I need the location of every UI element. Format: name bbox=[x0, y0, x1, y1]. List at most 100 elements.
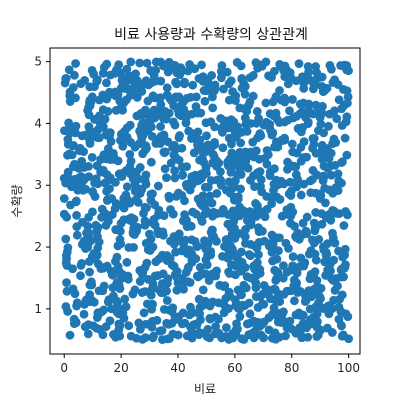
scatter-point bbox=[197, 60, 206, 70]
scatter-point bbox=[85, 290, 95, 299]
scatter-point bbox=[79, 309, 89, 319]
scatter-point bbox=[122, 64, 132, 74]
scatter-point bbox=[304, 99, 314, 109]
scatter-point bbox=[296, 190, 306, 200]
scatter-point bbox=[325, 259, 335, 269]
scatter-point bbox=[216, 181, 226, 190]
scatter-point bbox=[164, 108, 174, 118]
scatter-point bbox=[184, 245, 194, 255]
scatter-point bbox=[273, 142, 283, 152]
scatter-point bbox=[240, 82, 250, 91]
scatter-point bbox=[170, 166, 179, 176]
x-axis-ticks: 0 20 40 60 80 100 bbox=[60, 354, 360, 375]
scatter-point bbox=[341, 117, 351, 127]
y-tick-label: 2 bbox=[34, 240, 42, 254]
scatter-point bbox=[61, 251, 71, 260]
scatter-point bbox=[248, 137, 258, 147]
scatter-point bbox=[267, 73, 276, 82]
scatter-point bbox=[100, 209, 110, 219]
scatter-point bbox=[66, 127, 75, 137]
scatter-point bbox=[313, 317, 322, 326]
scatter-point bbox=[216, 73, 226, 83]
scatter-point bbox=[142, 299, 152, 309]
scatter-points bbox=[59, 57, 353, 345]
scatter-point bbox=[70, 289, 80, 299]
scatter-point bbox=[72, 301, 81, 311]
scatter-point bbox=[281, 238, 291, 248]
scatter-point bbox=[155, 93, 165, 103]
scatter-point bbox=[148, 189, 157, 199]
scatter-point bbox=[162, 318, 172, 328]
scatter-point bbox=[267, 199, 277, 209]
scatter-point bbox=[180, 235, 190, 245]
scatter-point bbox=[105, 87, 114, 97]
scatter-point bbox=[218, 143, 228, 153]
scatter-point bbox=[105, 173, 115, 183]
scatter-point bbox=[265, 171, 275, 181]
scatter-point bbox=[139, 308, 149, 318]
scatter-point bbox=[235, 312, 245, 321]
scatter-point bbox=[95, 111, 104, 121]
scatter-point bbox=[227, 211, 237, 221]
scatter-point bbox=[134, 139, 144, 149]
scatter-point bbox=[283, 79, 293, 89]
scatter-point bbox=[329, 134, 339, 144]
scatter-point bbox=[149, 219, 159, 229]
scatter-point bbox=[303, 332, 313, 342]
scatter-point bbox=[293, 175, 303, 184]
scatter-point bbox=[88, 207, 97, 217]
scatter-point bbox=[79, 147, 88, 157]
scatter-point bbox=[251, 199, 260, 208]
scatter-point bbox=[205, 191, 215, 201]
scatter-point bbox=[126, 213, 136, 223]
scatter-point bbox=[221, 323, 231, 333]
scatter-point bbox=[320, 86, 329, 95]
scatter-point bbox=[258, 319, 268, 329]
scatter-point bbox=[72, 230, 82, 240]
scatter-point bbox=[261, 98, 271, 108]
scatter-point bbox=[326, 215, 336, 225]
scatter-point bbox=[92, 75, 102, 85]
scatter-point bbox=[260, 153, 270, 163]
scatter-point bbox=[114, 60, 124, 70]
scatter-point bbox=[169, 150, 179, 160]
scatter-point bbox=[207, 198, 217, 208]
scatter-point bbox=[243, 216, 253, 226]
scatter-point bbox=[211, 156, 221, 165]
x-tick-label: 60 bbox=[227, 361, 242, 375]
scatter-point bbox=[76, 271, 85, 281]
scatter-point bbox=[84, 122, 94, 131]
scatter-point bbox=[128, 229, 138, 239]
scatter-point bbox=[273, 268, 283, 277]
scatter-point bbox=[337, 178, 346, 188]
scatter-point bbox=[312, 332, 322, 341]
scatter-point bbox=[154, 285, 164, 294]
scatter-point bbox=[246, 175, 255, 185]
scatter-point bbox=[120, 294, 130, 304]
scatter-point bbox=[311, 302, 321, 312]
scatter-point bbox=[258, 226, 267, 236]
scatter-point bbox=[162, 278, 172, 288]
scatter-point bbox=[170, 120, 180, 130]
scatter-point bbox=[237, 73, 247, 83]
scatter-point bbox=[133, 79, 142, 89]
scatter-point bbox=[317, 154, 327, 164]
scatter-point bbox=[269, 186, 278, 195]
scatter-point bbox=[289, 281, 299, 291]
scatter-point bbox=[208, 103, 218, 113]
scatter-point bbox=[137, 131, 146, 141]
scatter-point bbox=[310, 267, 320, 277]
scatter-point bbox=[249, 261, 259, 271]
scatter-point bbox=[156, 122, 165, 131]
scatter-point bbox=[62, 212, 72, 222]
scatter-point bbox=[240, 113, 250, 123]
scatter-point bbox=[113, 298, 122, 308]
scatter-point bbox=[61, 258, 71, 268]
scatter-point bbox=[294, 59, 304, 69]
scatter-point bbox=[181, 113, 191, 123]
scatter-point bbox=[208, 269, 218, 279]
scatter-point bbox=[245, 207, 255, 216]
scatter-point bbox=[59, 194, 69, 203]
scatter-point bbox=[283, 115, 293, 125]
